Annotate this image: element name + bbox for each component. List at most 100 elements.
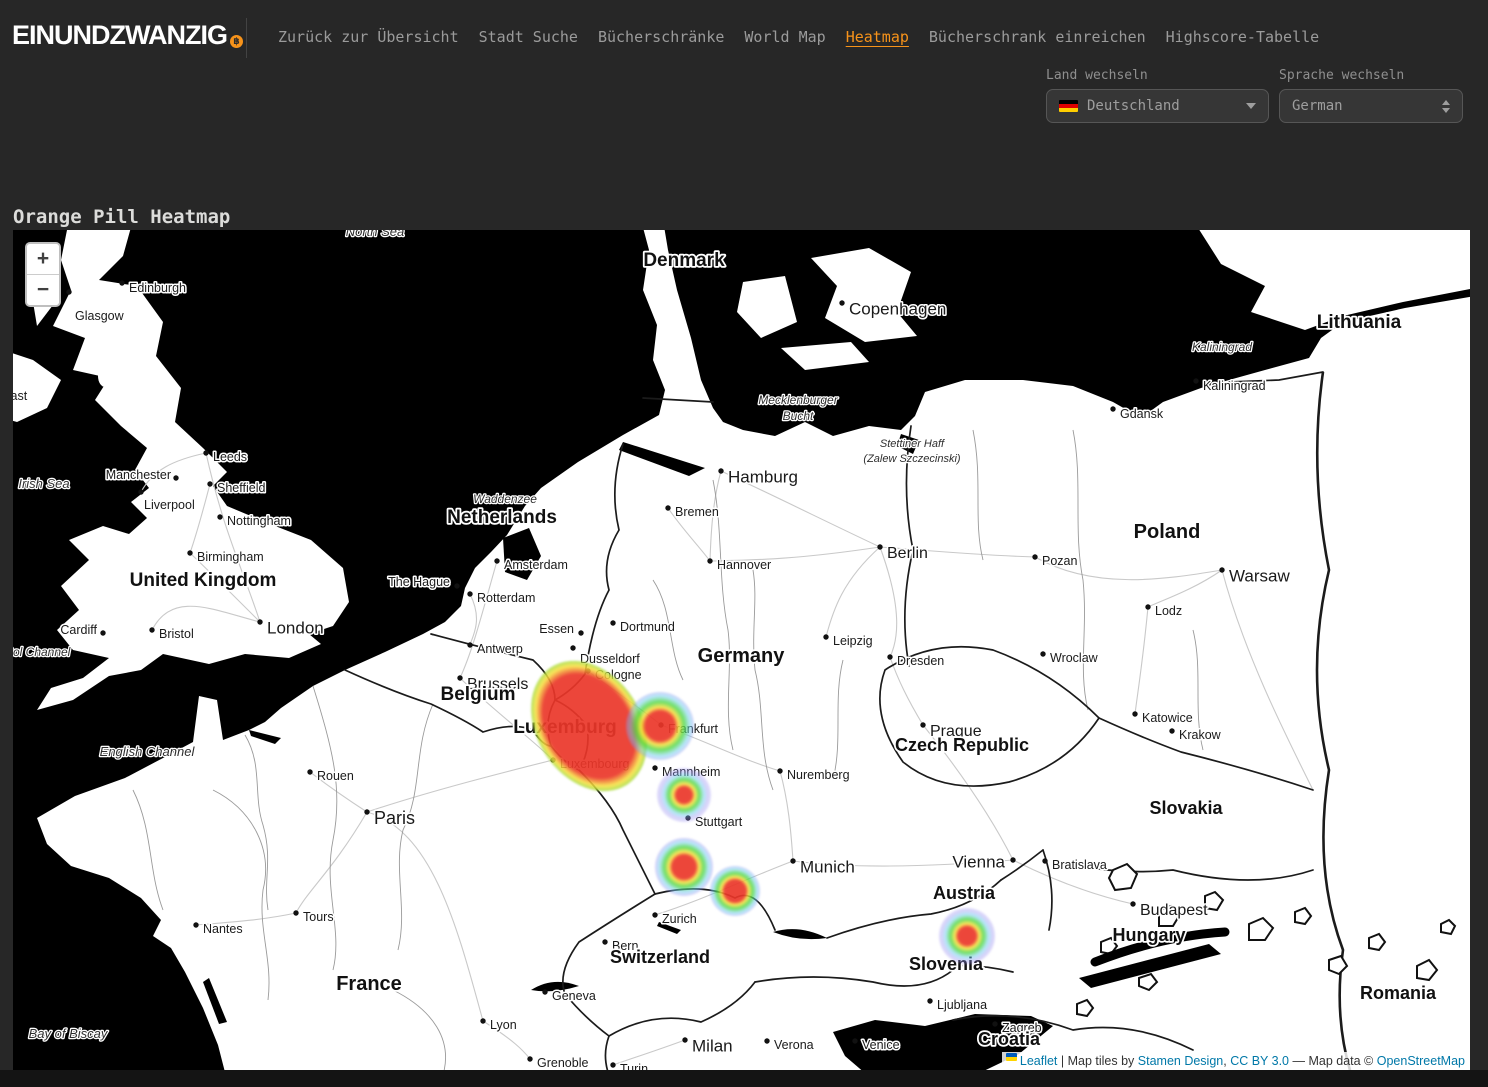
city-dot xyxy=(877,544,883,550)
city-label: Rouen xyxy=(317,769,354,783)
city-dot xyxy=(887,654,893,660)
city-dot xyxy=(467,642,473,648)
country-label: Czech Republic xyxy=(895,735,1029,755)
nav-item-world-map[interactable]: World Map xyxy=(744,28,826,46)
attribution-link-cc-by-3-0[interactable]: CC BY 3.0 xyxy=(1230,1054,1290,1068)
nav-item-heatmap[interactable]: Heatmap xyxy=(845,28,909,46)
nav-item-highscore-tabelle[interactable]: Highscore-Tabelle xyxy=(1165,28,1320,46)
city-dot xyxy=(457,675,463,681)
city-label: Verona xyxy=(774,1038,814,1052)
city-label: Hannover xyxy=(717,558,771,572)
brand-logo[interactable]: EINUNDZWANZIG ฿ xyxy=(12,22,243,49)
city-label: Leeds xyxy=(213,450,247,464)
city-dot xyxy=(207,481,213,487)
country-select[interactable]: Deutschland xyxy=(1046,89,1269,123)
city-dot xyxy=(203,450,209,456)
chevron-down-icon xyxy=(1246,103,1256,109)
footer-strip xyxy=(0,1070,1488,1087)
country-label: Hungary xyxy=(1112,925,1185,945)
city-dot xyxy=(527,1056,533,1062)
attribution-link-stamen-design[interactable]: Stamen Design xyxy=(1137,1054,1224,1068)
city-dot xyxy=(173,475,179,481)
city-dot xyxy=(652,912,658,918)
city-dot xyxy=(718,468,724,474)
attribution-plain-text: — Map data © xyxy=(1289,1054,1377,1068)
city-label: Frankfurt xyxy=(668,722,719,736)
city-label: Krakow xyxy=(1179,728,1222,742)
city-dot xyxy=(852,1038,858,1044)
city-dot xyxy=(307,769,313,775)
city-dot xyxy=(764,1038,770,1044)
city-label: Mannheim xyxy=(662,765,720,779)
attribution-link-openstreetmap[interactable]: OpenStreetMap xyxy=(1376,1054,1465,1068)
country-label: Slovenia xyxy=(909,954,984,974)
city-dot xyxy=(839,300,845,306)
language-select[interactable]: German xyxy=(1279,89,1463,123)
nav-item-stadt-suche[interactable]: Stadt Suche xyxy=(478,28,578,46)
water-label: Mecklenburger xyxy=(758,393,838,407)
water-label: Waddenzee xyxy=(473,492,537,506)
water-label: Irish Sea xyxy=(18,476,69,491)
city-dot xyxy=(685,815,691,821)
nav-item-b-cherschrank-einreichen[interactable]: Bücherschrank einreichen xyxy=(928,28,1146,46)
country-switcher: Land wechseln Deutschland xyxy=(1046,68,1269,123)
city-dot xyxy=(494,558,500,564)
city-label: Venice xyxy=(862,1038,900,1052)
city-dot xyxy=(823,634,829,640)
water-label: Stettiner Haff xyxy=(880,438,945,450)
city-label: Liverpool xyxy=(144,498,195,512)
zoom-in-button[interactable]: + xyxy=(27,244,59,275)
city-dot xyxy=(992,1021,998,1027)
map-tiles: North Sea Irish Sea English Channel Bay of … xyxy=(13,230,1470,1070)
city-dot xyxy=(790,858,796,864)
city-label: Belfast xyxy=(13,389,28,403)
water-label: stol Channel xyxy=(13,645,71,659)
city-dot xyxy=(66,289,72,295)
city-label: Turin xyxy=(620,1062,648,1070)
city-dot xyxy=(1132,711,1138,717)
city-dot xyxy=(1040,651,1046,657)
country-label: Croatia xyxy=(978,1029,1041,1049)
country-label: United Kingdom xyxy=(130,570,277,591)
german-flag-icon xyxy=(1059,100,1078,112)
city-label: Lyon xyxy=(490,1018,517,1032)
city-dot xyxy=(1169,728,1175,734)
map-attribution: Leaflet | Map tiles by Stamen Design, CC… xyxy=(1001,1052,1470,1070)
city-label: Bristol xyxy=(159,627,194,641)
city-label: Rotterdam xyxy=(477,591,535,605)
attribution-plain-text: | Map tiles by xyxy=(1057,1054,1138,1068)
city-dot xyxy=(1130,901,1136,907)
country-label: Slovakia xyxy=(1149,798,1223,818)
city-label: The Hague xyxy=(388,575,450,589)
header-divider xyxy=(246,18,247,58)
city-dot xyxy=(777,768,783,774)
city-dot xyxy=(610,620,616,626)
water-label: (Zalew Szczecinski) xyxy=(863,453,961,465)
city-label: Amsterdam xyxy=(504,558,568,572)
country-select-value: Deutschland xyxy=(1087,98,1180,114)
city-label: Ljubljana xyxy=(937,998,987,1012)
city-dot xyxy=(217,514,223,520)
city-dot xyxy=(480,1018,486,1024)
city-dot xyxy=(665,505,671,511)
zoom-out-button[interactable]: − xyxy=(27,275,59,305)
main-nav: Zurück zur Übersicht Stadt Suche Büchersch… xyxy=(278,28,1319,46)
city-label: Pozan xyxy=(1042,554,1077,568)
city-label: Prague xyxy=(930,723,982,740)
city-label: Dresden xyxy=(897,654,944,668)
city-dot xyxy=(257,619,263,625)
country-label: Romania xyxy=(1360,983,1437,1003)
city-label: Dortmund xyxy=(620,620,675,634)
page-title: Orange Pill Heatmap xyxy=(13,205,231,228)
attribution-link-leaflet[interactable]: Leaflet xyxy=(1019,1054,1058,1068)
city-dot xyxy=(658,722,664,728)
language-switcher-label: Sprache wechseln xyxy=(1279,68,1405,83)
nav-item-zur-ck-zur-bersicht[interactable]: Zurück zur Übersicht xyxy=(278,28,459,46)
nav-item-b-cherschr-nke[interactable]: Bücherschränke xyxy=(597,28,725,46)
city-label: Manchester xyxy=(106,468,171,482)
city-dot xyxy=(454,583,460,589)
language-switcher: Sprache wechseln German xyxy=(1279,68,1463,123)
city-dot xyxy=(187,550,193,556)
city-label: Antwerp xyxy=(477,642,523,656)
heatmap-map[interactable]: North Sea Irish Sea English Channel Bay of … xyxy=(13,230,1470,1070)
